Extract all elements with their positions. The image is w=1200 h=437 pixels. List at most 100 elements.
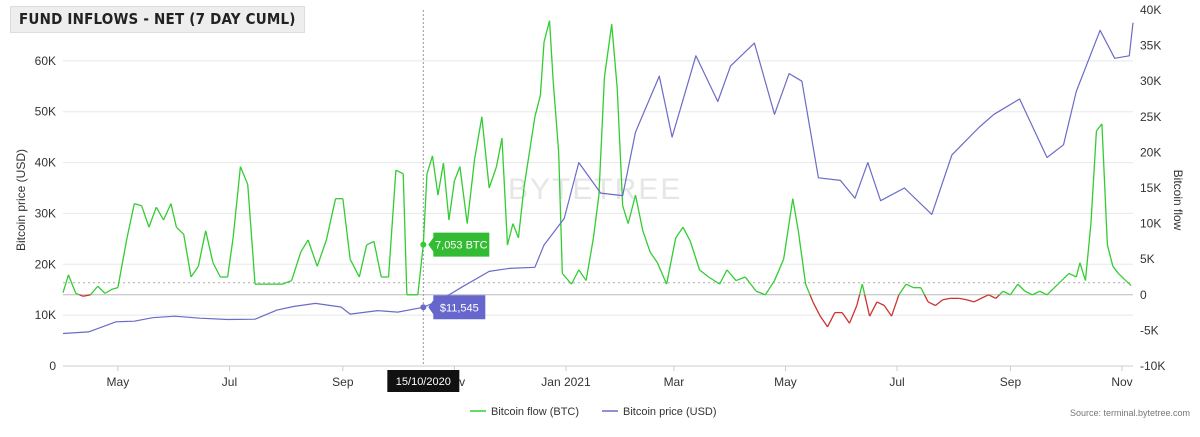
gridlines [63,60,1133,367]
flow-segment [634,194,644,231]
flow-segment [82,294,91,297]
flow-segment [1075,262,1081,278]
flow-segment [1079,262,1087,281]
flow-segment [155,206,165,221]
x-tick-label: Nov [1111,375,1132,389]
flow-segment [675,226,684,239]
flow-segment [534,95,542,117]
left-tick-label: 30K [35,206,56,220]
right-tick-label: 5K [1140,252,1155,266]
flow-segment [481,116,490,189]
flow-segment [1039,290,1048,296]
flow-segment [797,230,807,285]
x-tick-label: May [107,375,130,389]
flow-segment [876,301,885,307]
flow-segment [869,301,878,317]
flow-segment [431,155,439,196]
flow-segment [126,203,135,238]
flow-segment [804,283,811,296]
flow-segment [190,265,199,278]
flow-segment [112,287,119,290]
flow-segment [300,239,309,253]
flow-segment [488,166,498,189]
legend-flow-label[interactable]: Bitcoin flow (BTC) [491,406,579,418]
chart-title: FUND INFLOWS - NET (7 DAY CUML) [10,6,305,33]
flow-segment [935,299,944,306]
price-label-text: $11,545 [440,302,479,314]
left-tick-label: 10K [35,308,56,322]
right-tick-label: 15K [1140,181,1161,195]
flow-segment [506,223,514,246]
flow-segment [1095,123,1103,132]
flow-segment [649,251,658,264]
date-value-label: 15/10/2020 [387,370,460,392]
flow-segment [548,20,554,82]
flow-segment [920,287,926,296]
flow-segment [349,258,360,278]
flow-segment [89,285,99,296]
flow-segment [864,294,871,317]
flow-segment [942,297,951,301]
flow-segment [342,198,351,260]
flow-segment [79,294,84,297]
flow-segment [512,223,520,239]
flow-segment [966,299,975,303]
flow-segment [1002,290,1011,296]
flow-segment [366,240,375,246]
right-tick-label: 20K [1140,145,1161,159]
flow-segment [898,283,907,296]
left-axis-ticks: 0 10K 20K 30K 40K 50K 60K [35,54,57,373]
flow-segment [735,276,746,282]
flow-segment [923,294,929,303]
legend[interactable]: Bitcoin flow (BTC) Bitcoin price (USD) [470,406,717,418]
flow-segment [552,81,560,153]
flow-segment [665,237,677,285]
flow-segment [856,294,861,306]
flow-segment [764,280,776,296]
flow-segment [453,166,461,182]
flow-segment [809,294,814,303]
flow-segment [239,166,249,185]
flow-segment [466,159,476,224]
flow-label-bg [428,232,490,257]
flow-segment [1061,272,1070,282]
flow-segment [699,269,710,278]
flow-segment [719,269,728,285]
flow-segment [1101,123,1109,245]
flow-segment [307,239,318,267]
flow-segment [1046,287,1055,296]
right-tick-label: 40K [1140,3,1161,17]
flow-segment [570,269,580,285]
flow-segment [104,288,113,294]
flow-segment [988,294,997,299]
flow-segment [561,273,572,285]
flow-segment [448,180,456,221]
left-tick-label: 60K [35,54,56,68]
flow-segment [848,305,858,324]
crosshair-price-marker [420,304,427,311]
flow-segment [826,312,836,328]
flow-segment [437,162,445,196]
price-line [62,22,1134,335]
flow-segment [226,237,234,278]
flow-segment [422,173,428,245]
flow-segment [927,301,936,307]
flow-segment [682,226,691,242]
right-tick-label: 30K [1140,74,1161,88]
left-tick-label: 50K [35,105,56,119]
flow-segment [183,234,192,278]
flow-segment [980,294,989,299]
flow-segment [585,237,595,281]
flow-segment [163,203,172,221]
x-tick-label: Jan 2021 [541,375,591,389]
flow-segment [861,283,866,295]
flow-segment [905,283,914,289]
flow-segment [689,241,701,271]
flow-segment [773,258,785,281]
flow-segment [291,251,302,281]
flow-segment [473,116,483,160]
flow-segment [812,301,821,317]
legend-price-label[interactable]: Bitcoin price (USD) [623,406,717,418]
flow-segment [134,203,142,207]
